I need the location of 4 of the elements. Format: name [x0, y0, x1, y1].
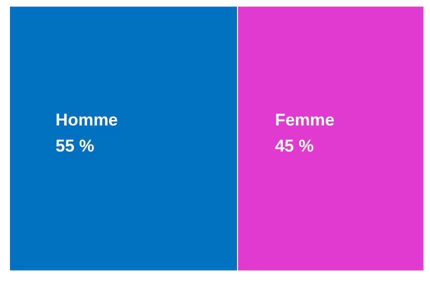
category-label: Homme — [56, 110, 118, 130]
category-label: Femme — [274, 110, 334, 130]
data-label: 45 % — [274, 136, 314, 156]
data-label: 55 % — [56, 136, 94, 156]
